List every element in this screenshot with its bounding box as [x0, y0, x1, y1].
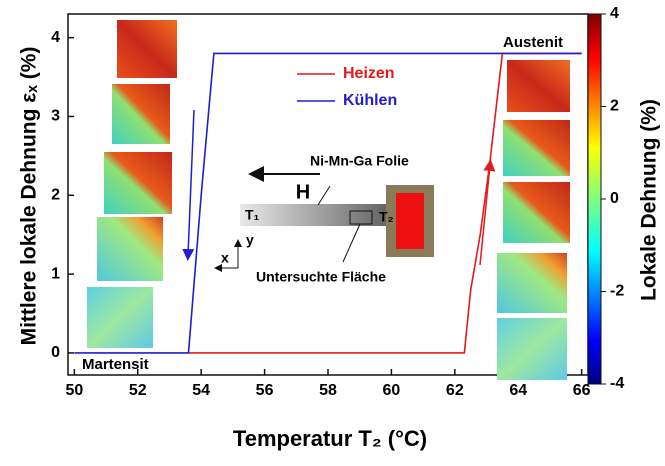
annotation: Martensit — [82, 356, 149, 373]
x-tick-label: 56 — [256, 382, 274, 399]
colorbar-tick-label: 4 — [610, 5, 619, 22]
y-tick-label: 0 — [51, 344, 60, 361]
x-tick-label: 50 — [65, 382, 83, 399]
strain-map — [503, 120, 570, 176]
strain-maps — [87, 20, 570, 380]
strain-map — [104, 152, 172, 214]
y-tick-label: 1 — [51, 265, 60, 282]
heater — [396, 193, 424, 249]
x-axis-label: Temperatur T₂ (°C) — [233, 426, 427, 451]
colorbar-tick-label: -2 — [610, 283, 624, 300]
strain-map — [97, 217, 163, 281]
heat-arrow — [479, 159, 496, 266]
annotation: Untersuchte Fläche — [256, 269, 386, 285]
y-tick-label: 4 — [51, 29, 60, 46]
x-tick-label: 54 — [192, 382, 210, 399]
colorbar-tick-label: 2 — [610, 98, 619, 115]
annotation: Austenit — [503, 34, 563, 51]
x-tick-label: 60 — [383, 382, 401, 399]
x-tick-label: 64 — [509, 382, 527, 399]
x-tick-label: 66 — [573, 382, 591, 399]
annotation: T₂ — [379, 209, 394, 225]
colorbar — [587, 13, 602, 385]
strain-map — [112, 84, 170, 144]
schematic: H Ni-Mn-Ga Folie T₁ T₂ y x Untersuchte F… — [214, 153, 434, 285]
foil — [240, 204, 405, 226]
y-tick-label: 3 — [51, 108, 60, 125]
area-box — [349, 210, 373, 225]
annotation: T₁ — [245, 207, 260, 223]
annotation: x — [221, 250, 229, 266]
legend-label: Heizen — [343, 65, 395, 82]
field-label: H — [296, 181, 310, 203]
legend-label: Kühlen — [343, 92, 397, 109]
cool-arrow — [182, 109, 195, 261]
y-tick-label: 2 — [51, 187, 60, 204]
annotation: y — [246, 232, 254, 248]
y-axis-label: Mittlere lokale Dehnung εₓ (%) — [18, 47, 41, 346]
strain-map — [497, 318, 567, 380]
strain-map — [503, 182, 570, 243]
x-tick-label: 52 — [129, 382, 147, 399]
colorbar-label: Lokale Dehnung (%) — [638, 99, 661, 301]
series-line — [74, 52, 582, 354]
x-tick-label: 62 — [446, 382, 464, 399]
strain-map — [87, 287, 153, 348]
colorbar-tick-label: 0 — [610, 190, 619, 207]
leader — [342, 223, 361, 263]
strain-map — [507, 60, 570, 112]
strain-map — [497, 253, 567, 313]
strain-map — [117, 20, 177, 78]
colorbar-tick-label: -4 — [610, 375, 624, 392]
leader — [317, 185, 331, 206]
x-tick-label: 58 — [319, 382, 337, 399]
annotation: Ni-Mn-Ga Folie — [310, 153, 409, 169]
